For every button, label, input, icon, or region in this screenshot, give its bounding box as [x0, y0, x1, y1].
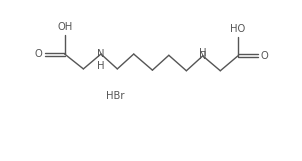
Text: N: N — [199, 51, 207, 61]
Text: O: O — [261, 51, 268, 61]
Text: O: O — [34, 49, 42, 59]
Text: HBr: HBr — [106, 91, 124, 101]
Text: N: N — [97, 49, 105, 59]
Text: H: H — [199, 48, 207, 58]
Text: HO: HO — [230, 24, 246, 34]
Text: H: H — [97, 62, 105, 71]
Text: OH: OH — [57, 22, 72, 32]
